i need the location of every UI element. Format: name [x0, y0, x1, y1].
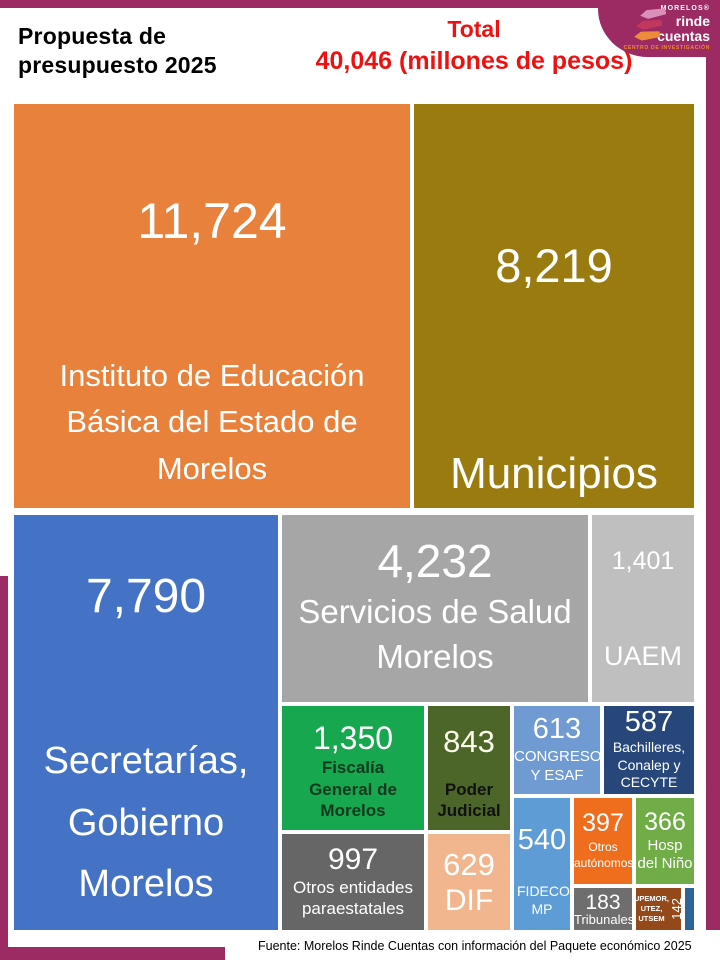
frame-right-bar: [706, 0, 720, 930]
logo-subtitle-text: CENTRO DE INVESTIGACIÓN: [623, 45, 710, 51]
treemap-block-poder-judicial: 843 Poder Judicial: [428, 706, 510, 830]
frame-top-bar: [0, 0, 720, 8]
treemap-label-bachilleres-conalep-cecyte: Bachilleres, Conalep y CECYTE: [612, 739, 686, 791]
treemap-label-poder-judicial: Poder Judicial: [437, 780, 501, 820]
leaf-orange-icon: [634, 30, 661, 42]
page-title: Propuesta de presupuesto 2025: [18, 22, 217, 81]
treemap-block-congreso-y-esaf: 613 CONGRESO Y ESAF: [514, 706, 600, 794]
treemap-label-fiscalia-general-morelos: Fiscalía General de Morelos: [309, 758, 397, 820]
logo-cuentas-text: cuentas: [657, 28, 710, 44]
treemap-value-uaem: 1,401: [611, 547, 675, 575]
total-label: Total: [447, 16, 501, 42]
treemap-block-fideco-mp: 540 FIDECO MP: [514, 798, 570, 930]
treemap-block-dif: 629 DIF: [428, 834, 510, 930]
treemap-value-iebem: 11,724: [137, 193, 287, 249]
logo-text: MORELOS® rinde cuentas CENTRO DE INVESTI…: [598, 5, 710, 51]
treemap-label-servicios-salud-morelos: Servicios de Salud Morelos: [298, 592, 572, 675]
treemap-label-otros-autonomos: Otros autónomos: [574, 839, 632, 870]
treemap-block-servicios-salud-morelos: 4,232 Servicios de Salud Morelos: [282, 515, 588, 702]
morelos-rinde-cuentas-logo: MORELOS® rinde cuentas CENTRO DE INVESTI…: [598, 0, 720, 57]
leaf-crimson-icon: [636, 18, 663, 31]
treemap-value-dif: 629: [443, 846, 495, 882]
treemap-value-servicios-salud-morelos: 4,232: [377, 534, 493, 587]
treemap-value-upemor-utez-utsem: 142: [669, 898, 681, 920]
frame-left-bar: [0, 576, 8, 960]
treemap-value-poder-judicial: 843: [443, 724, 495, 759]
treemap-value-otros-entidades-paraestatales: 997: [327, 842, 379, 876]
treemap-block-otros-entidades-paraestatales: 997 Otros entidades paraestatales: [282, 834, 424, 930]
total-value: 40,046 (millones de pesos): [315, 47, 633, 75]
treemap-block-hosp-del-nino: 366 Hosp del Niño: [636, 798, 694, 884]
treemap-label-congreso-y-esaf: CONGRESO Y ESAF: [514, 747, 600, 785]
treemap-label-dif: DIF: [444, 883, 494, 917]
treemap-value-tribunales: 183: [585, 891, 621, 914]
logo-rinde-text: rinde: [675, 13, 710, 29]
treemap-label-uaem: UAEM: [603, 641, 682, 672]
page-title-line1: Propuesta de: [18, 23, 167, 49]
treemap-label-hosp-del-nino: Hosp del Niño: [637, 837, 693, 872]
treemap-value-hosp-del-nino: 366: [644, 808, 686, 837]
treemap-block-upemor-utez-utsem: 142 UPEMOR, UTEZ, UTSEM: [636, 888, 681, 930]
treemap-value-bachilleres-conalep-cecyte: 587: [624, 706, 674, 739]
treemap-block-fiscalia-general-morelos: 1,350 Fiscalía General de Morelos: [282, 706, 424, 830]
treemap-label-municipios: Municipios: [450, 448, 658, 498]
page-title-line2: presupuesto 2025: [18, 52, 217, 79]
treemap-block-iebem: 11,724 Instituto de Educación Básica del …: [14, 104, 410, 508]
treemap-label-tribunales: Tribunales: [574, 912, 632, 927]
treemap-block-municipios: 8,219 Municipios: [414, 104, 694, 508]
treemap-block-otros-autonomos: 397 Otros autónomos: [574, 798, 632, 884]
source-note: Fuente: Morelos Rinde Cuentas con inform…: [258, 939, 692, 953]
treemap-value-congreso-y-esaf: 613: [532, 712, 582, 745]
leaf-pink-icon: [639, 7, 666, 20]
treemap-value-fideco-mp: 540: [517, 824, 567, 856]
treemap-value-fiscalia-general-morelos: 1,350: [312, 720, 394, 756]
treemap-value-municipios: 8,219: [495, 239, 613, 292]
frame-bottom-left-bar: [0, 947, 225, 960]
treemap-block-bachilleres-conalep-cecyte: 587 Bachilleres, Conalep y CECYTE: [604, 706, 694, 794]
treemap-label-secretarias-gobierno-morelos: Secretarías, Gobierno Morelos: [43, 740, 249, 906]
total-callout: Total 40,046 (millones de pesos): [278, 18, 670, 74]
treemap-chart: 11,724 Instituto de Educación Básica del …: [14, 104, 694, 930]
treemap-label-fideco-mp: FIDECO MP: [517, 882, 570, 917]
logo-morelos-text: MORELOS®: [660, 5, 710, 12]
treemap-value-otros-autonomos: 397: [582, 808, 624, 837]
treemap-value-secretarias-gobierno-morelos: 7,790: [85, 570, 207, 623]
treemap-block-uaem: 1,401 UAEM: [592, 515, 694, 702]
treemap-block-tribunales: 183 Tribunales: [574, 888, 632, 930]
treemap-label-otros-entidades-paraestatales: Otros entidades paraestatales: [292, 877, 413, 918]
treemap-block-smallest-segment: [685, 888, 694, 930]
leaves-icon: [634, 8, 668, 42]
treemap-block-secretarias-gobierno-morelos: 7,790 Secretarías, Gobierno Morelos: [14, 515, 278, 930]
treemap-label-upemor-utez-utsem: UPEMOR, UTEZ, UTSEM: [636, 894, 670, 923]
treemap-label-iebem: Instituto de Educación Básica del Estado…: [59, 357, 365, 486]
